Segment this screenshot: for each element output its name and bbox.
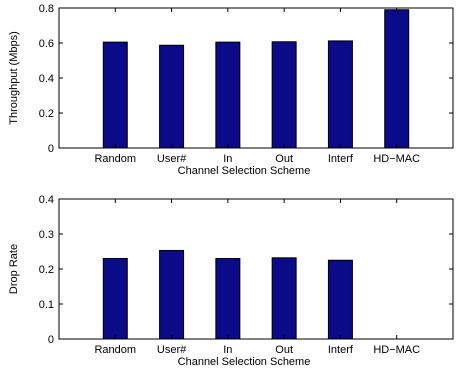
- y-tick-label: 0.8: [39, 3, 54, 15]
- bar: [327, 259, 353, 340]
- bar: [159, 249, 185, 340]
- bar: [384, 9, 410, 149]
- y-tick-label: 0.3: [39, 229, 54, 241]
- x-tick-label: In: [223, 153, 232, 165]
- x-tick-label: Interf: [328, 344, 354, 356]
- y-tick-label: 0.6: [39, 38, 54, 50]
- bar: [159, 44, 185, 149]
- bar: [102, 41, 128, 149]
- drop-rate-chart: 0 0.1 0.2 0.3 0.4 Random User# In Out Interf HD−MA…: [8, 194, 454, 368]
- y-axis-label: Drop Rate: [8, 244, 20, 294]
- bar: [215, 41, 241, 149]
- y-tick-label: 0.2: [39, 264, 54, 276]
- y-tick-label: 0.1: [39, 299, 54, 311]
- bar: [271, 257, 297, 340]
- x-axis-label: Channel Selection Scheme: [178, 165, 311, 177]
- y-axis-label: Throughput (Mbps): [8, 31, 20, 125]
- x-tick-label: HD−MAC: [373, 153, 420, 165]
- bar: [271, 41, 297, 149]
- x-tick-label: Random: [94, 153, 136, 165]
- y-tick-label: 0: [48, 143, 54, 155]
- x-tick-label: HD−MAC: [373, 344, 420, 356]
- x-tick-label: Random: [94, 344, 136, 356]
- x-tick-label: User#: [157, 153, 187, 165]
- throughput-chart: 0 0.2 0.4 0.6 0.8 Random User# In Out Interf HD−MA…: [8, 3, 454, 177]
- x-axis-label: Channel Selection Scheme: [178, 356, 311, 368]
- bar: [327, 40, 353, 149]
- bar: [215, 258, 241, 340]
- x-tick-label: Interf: [328, 153, 354, 165]
- bar: [102, 258, 128, 340]
- x-tick-label: Out: [275, 344, 293, 356]
- y-tick-label: 0.4: [39, 194, 54, 206]
- y-tick-label: 0.4: [39, 73, 54, 85]
- x-tick-label: User#: [157, 344, 187, 356]
- y-tick-label: 0.2: [39, 108, 54, 120]
- x-tick-label: In: [223, 344, 232, 356]
- x-tick-label: Out: [275, 153, 293, 165]
- y-tick-label: 0: [48, 334, 54, 346]
